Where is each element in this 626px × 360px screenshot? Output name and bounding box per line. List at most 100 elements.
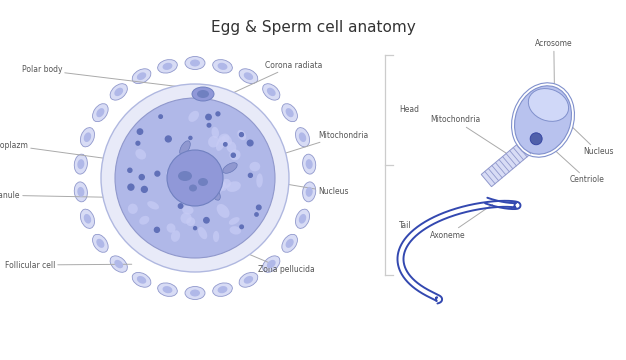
Ellipse shape [244, 72, 253, 80]
Ellipse shape [222, 135, 232, 145]
Ellipse shape [93, 234, 108, 252]
Ellipse shape [515, 86, 572, 154]
Ellipse shape [244, 276, 253, 284]
Ellipse shape [267, 260, 275, 268]
Ellipse shape [250, 162, 260, 171]
Ellipse shape [80, 209, 95, 228]
Circle shape [207, 123, 211, 127]
Ellipse shape [110, 256, 127, 272]
Circle shape [165, 136, 172, 142]
Ellipse shape [128, 204, 138, 214]
Ellipse shape [302, 154, 316, 174]
Text: Polar body: Polar body [21, 66, 198, 89]
Ellipse shape [263, 84, 280, 100]
Ellipse shape [158, 60, 177, 73]
Ellipse shape [218, 286, 227, 293]
Ellipse shape [96, 108, 105, 117]
Ellipse shape [213, 180, 225, 194]
Ellipse shape [230, 226, 241, 235]
Text: Cortical granule: Cortical granule [0, 190, 147, 199]
Ellipse shape [190, 59, 200, 67]
Ellipse shape [227, 181, 241, 192]
Ellipse shape [135, 149, 146, 159]
Ellipse shape [282, 234, 297, 252]
Text: Head: Head [399, 105, 419, 114]
Ellipse shape [74, 182, 88, 202]
Ellipse shape [115, 88, 123, 96]
Ellipse shape [182, 206, 193, 215]
Ellipse shape [115, 98, 275, 258]
Ellipse shape [229, 217, 240, 225]
Ellipse shape [171, 230, 180, 242]
Circle shape [136, 141, 140, 145]
Text: Mitochondria: Mitochondria [238, 130, 368, 168]
Text: Nucleus: Nucleus [565, 120, 613, 157]
Circle shape [223, 143, 227, 146]
Ellipse shape [217, 204, 230, 218]
Ellipse shape [239, 69, 258, 84]
Ellipse shape [78, 187, 85, 197]
Ellipse shape [237, 130, 246, 140]
Ellipse shape [185, 57, 205, 69]
Ellipse shape [305, 159, 313, 169]
Ellipse shape [180, 213, 192, 224]
Text: Centriole: Centriole [542, 139, 605, 184]
Text: Zona pellucida: Zona pellucida [242, 251, 315, 274]
Ellipse shape [222, 179, 231, 188]
Ellipse shape [218, 63, 227, 70]
Text: Follicular cell: Follicular cell [4, 261, 131, 270]
Text: Axoneme: Axoneme [430, 204, 493, 239]
Ellipse shape [188, 111, 199, 122]
Ellipse shape [158, 283, 177, 296]
Ellipse shape [299, 132, 306, 142]
Circle shape [216, 112, 220, 116]
Circle shape [189, 136, 192, 139]
Ellipse shape [147, 201, 159, 210]
Ellipse shape [74, 154, 88, 174]
Ellipse shape [208, 167, 220, 174]
Ellipse shape [218, 134, 230, 143]
Ellipse shape [115, 260, 123, 268]
Ellipse shape [213, 60, 232, 73]
Ellipse shape [96, 239, 105, 248]
Ellipse shape [178, 171, 192, 181]
Ellipse shape [186, 217, 195, 226]
Ellipse shape [198, 227, 207, 239]
Circle shape [178, 204, 183, 208]
Ellipse shape [198, 178, 208, 186]
Ellipse shape [197, 90, 209, 98]
Ellipse shape [218, 180, 227, 191]
Ellipse shape [295, 209, 310, 228]
Circle shape [247, 140, 253, 146]
Ellipse shape [227, 141, 237, 153]
Ellipse shape [305, 187, 313, 197]
Ellipse shape [239, 273, 258, 287]
Ellipse shape [110, 84, 127, 100]
Circle shape [155, 227, 160, 232]
Ellipse shape [137, 276, 146, 284]
Ellipse shape [208, 136, 219, 148]
Text: Acrosome: Acrosome [535, 40, 573, 93]
Ellipse shape [285, 239, 294, 248]
Ellipse shape [132, 273, 151, 287]
Ellipse shape [213, 283, 232, 296]
Circle shape [155, 171, 160, 176]
Ellipse shape [223, 163, 237, 173]
Ellipse shape [302, 182, 316, 202]
Text: Mitochondria: Mitochondria [430, 116, 516, 160]
Circle shape [193, 226, 197, 230]
Circle shape [128, 184, 134, 190]
Circle shape [240, 225, 244, 229]
Ellipse shape [212, 127, 219, 138]
Circle shape [159, 115, 162, 118]
Ellipse shape [189, 184, 197, 192]
Ellipse shape [137, 72, 146, 80]
Circle shape [128, 168, 132, 172]
Ellipse shape [139, 216, 150, 225]
Ellipse shape [163, 63, 172, 70]
Circle shape [141, 186, 147, 192]
Text: Cytoplazm: Cytoplazm [0, 140, 139, 163]
Ellipse shape [295, 127, 310, 147]
Circle shape [255, 213, 258, 216]
Circle shape [139, 175, 145, 180]
